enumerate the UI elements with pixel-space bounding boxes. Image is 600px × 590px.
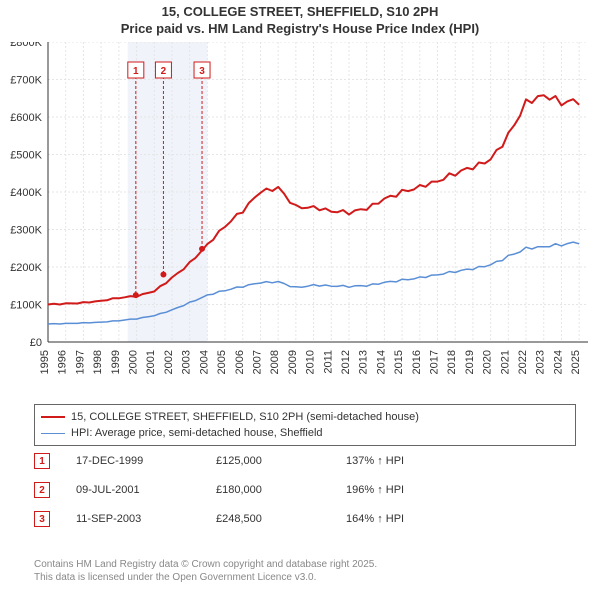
- x-tick-label: 2019: [464, 350, 476, 374]
- transaction-date: 09-JUL-2001: [76, 484, 216, 496]
- legend-swatch: [41, 416, 65, 418]
- title-line-1: 15, COLLEGE STREET, SHEFFIELD, S10 2PH: [0, 4, 600, 21]
- x-tick-label: 2013: [358, 350, 370, 374]
- x-tick-label: 2025: [570, 350, 582, 374]
- transaction-date: 11-SEP-2003: [76, 513, 216, 525]
- title-line-2: Price paid vs. HM Land Registry's House …: [0, 21, 600, 38]
- x-tick-label: 2011: [322, 350, 334, 374]
- x-tick-label: 2003: [181, 350, 193, 374]
- transaction-row: 2 09-JUL-2001£180,000196% ↑ HPI: [34, 479, 576, 501]
- x-tick-label: 1997: [74, 350, 86, 374]
- y-tick-label: £100K: [10, 300, 42, 312]
- x-tick-label: 2005: [216, 350, 228, 374]
- marker-dot: [199, 246, 205, 252]
- x-tick-label: 2015: [393, 350, 405, 374]
- footnote-line-1: Contains HM Land Registry data © Crown c…: [34, 559, 377, 572]
- x-tick-label: 2023: [535, 350, 547, 374]
- x-tick-label: 2004: [198, 350, 210, 374]
- transaction-price: £180,000: [216, 484, 346, 496]
- chart-svg: £0 £100K £200K £300K £400K £500K £600K £700K £80…: [0, 42, 600, 400]
- transaction-row: 3 11-SEP-2003£248,500164% ↑ HPI: [34, 508, 576, 530]
- legend-label: 15, COLLEGE STREET, SHEFFIELD, S10 2PH (…: [71, 411, 419, 423]
- transaction-date: 17-DEC-1999: [76, 455, 216, 467]
- marker-dot: [133, 292, 139, 298]
- y-tick-label: £400K: [10, 187, 42, 199]
- transaction-badge: 2: [34, 482, 50, 498]
- x-tick-label: 1999: [110, 350, 122, 374]
- transaction-price: £125,000: [216, 455, 346, 467]
- x-tick-label: 1998: [92, 350, 104, 374]
- x-tick-label: 2022: [517, 350, 529, 374]
- y-tick-label: £0: [30, 337, 42, 349]
- x-tick-label: 2016: [411, 350, 423, 374]
- y-tick-label: £600K: [10, 112, 42, 124]
- chart-title: 15, COLLEGE STREET, SHEFFIELD, S10 2PH P…: [0, 0, 600, 38]
- x-tick-label: 2010: [305, 350, 317, 374]
- x-tick-label: 2009: [287, 350, 299, 374]
- transaction-price: £248,500: [216, 513, 346, 525]
- figure: 15, COLLEGE STREET, SHEFFIELD, S10 2PH P…: [0, 0, 600, 590]
- legend-row: HPI: Average price, semi-detached house,…: [41, 425, 569, 441]
- footnote: Contains HM Land Registry data © Crown c…: [34, 559, 377, 584]
- x-tick-label: 2018: [446, 350, 458, 374]
- x-tick-label: 2014: [375, 350, 387, 374]
- y-tick-label: £700K: [10, 75, 42, 87]
- legend-swatch: [41, 433, 65, 434]
- legend-label: HPI: Average price, semi-detached house,…: [71, 427, 323, 439]
- marker-flag-label: 1: [133, 66, 139, 77]
- y-tick-label: £300K: [10, 225, 42, 237]
- x-tick-label: 2021: [499, 350, 511, 374]
- x-tick-label: 2008: [269, 350, 281, 374]
- x-tick-label: 2002: [163, 350, 175, 374]
- marker-dot: [160, 272, 166, 278]
- marker-flag-label: 3: [199, 66, 205, 77]
- x-tick-label: 2000: [128, 350, 140, 374]
- y-tick-label: £500K: [10, 150, 42, 162]
- x-tick-label: 2012: [340, 350, 352, 374]
- y-tick-label: £800K: [10, 42, 42, 49]
- x-tick-label: 2006: [234, 350, 246, 374]
- transaction-badge: 1: [34, 453, 50, 469]
- x-tick-label: 2024: [552, 350, 564, 374]
- transaction-row: 1 17-DEC-1999£125,000137% ↑ HPI: [34, 450, 576, 472]
- x-tick-label: 2017: [429, 350, 441, 374]
- legend-row: 15, COLLEGE STREET, SHEFFIELD, S10 2PH (…: [41, 409, 569, 425]
- x-tick-label: 1996: [57, 350, 69, 374]
- x-tick-label: 2001: [145, 350, 157, 374]
- transaction-badge: 3: [34, 511, 50, 527]
- transaction-relative: 137% ↑ HPI: [346, 455, 466, 467]
- footnote-line-2: This data is licensed under the Open Gov…: [34, 572, 377, 585]
- transaction-relative: 164% ↑ HPI: [346, 513, 466, 525]
- legend: 15, COLLEGE STREET, SHEFFIELD, S10 2PH (…: [34, 404, 576, 446]
- transaction-relative: 196% ↑ HPI: [346, 484, 466, 496]
- highlight-band: [128, 42, 208, 342]
- marker-flag-label: 2: [161, 66, 167, 77]
- y-tick-label: £200K: [10, 262, 42, 274]
- x-tick-label: 2020: [482, 350, 494, 374]
- x-tick-label: 2007: [251, 350, 263, 374]
- chart-area: £0 £100K £200K £300K £400K £500K £600K £700K £80…: [0, 42, 600, 400]
- x-tick-label: 1995: [39, 350, 51, 374]
